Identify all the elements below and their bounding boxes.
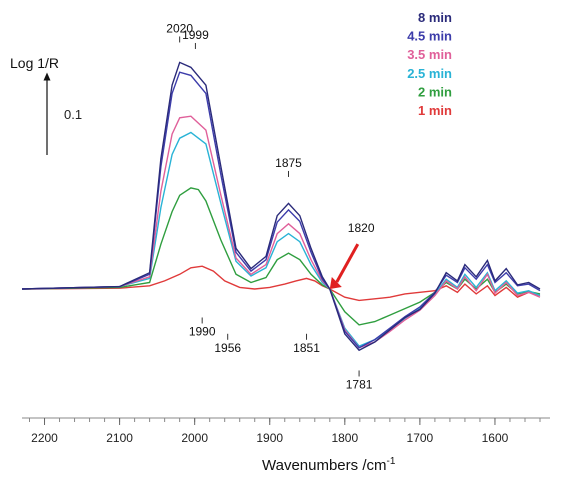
x-tick-label: 1600 [482, 431, 509, 445]
legend: 8 min 4.5 min 3.5 min 2.5 min 2 min 1 min [407, 10, 452, 118]
scale-bar: 0.1 [43, 72, 82, 155]
x-axis-label: Wavenumbers /cm-1 [262, 456, 396, 474]
x-tick-label: 2000 [181, 431, 208, 445]
legend-entry: 2 min [418, 84, 452, 99]
x-tick-label: 2200 [31, 431, 58, 445]
series-line-2-min [21, 187, 541, 326]
legend-entry: 2.5 min [407, 66, 452, 81]
annotation-arrowhead [329, 277, 342, 290]
annotation-label: 1875 [275, 156, 302, 170]
series-line-8-min [21, 61, 541, 352]
legend-entry: 4.5 min [407, 29, 452, 44]
annotation-label: 1956 [214, 341, 241, 355]
annotation-label: 1781 [346, 377, 373, 391]
series-line-4-5-min [21, 71, 541, 349]
legend-entry: 1 min [418, 103, 452, 118]
series-layer [21, 61, 541, 352]
x-tick-label: 1800 [331, 431, 358, 445]
x-tick-label: 1700 [407, 431, 434, 445]
x-tick-label: 2100 [106, 431, 133, 445]
y-axis-label: Log 1/R [10, 55, 59, 71]
annotation-arrow [335, 243, 360, 283]
x-tick-label: 1900 [256, 431, 283, 445]
annotation-label: 1820 [348, 221, 375, 235]
annotation-label: 1990 [189, 324, 216, 338]
annotation-label: 1851 [293, 341, 320, 355]
annotation-label: 1999 [182, 28, 209, 42]
scale-bar-label: 0.1 [64, 107, 82, 122]
annotation-label: 2020 [166, 21, 193, 35]
x-axis: 2200 2100 2000 1900 1800 1700 1600 [22, 417, 550, 445]
series-line-3-5-min [21, 115, 541, 349]
scale-bar-arrowhead [43, 72, 51, 81]
legend-entry: 8 min [418, 10, 452, 25]
legend-entry: 3.5 min [407, 47, 452, 62]
